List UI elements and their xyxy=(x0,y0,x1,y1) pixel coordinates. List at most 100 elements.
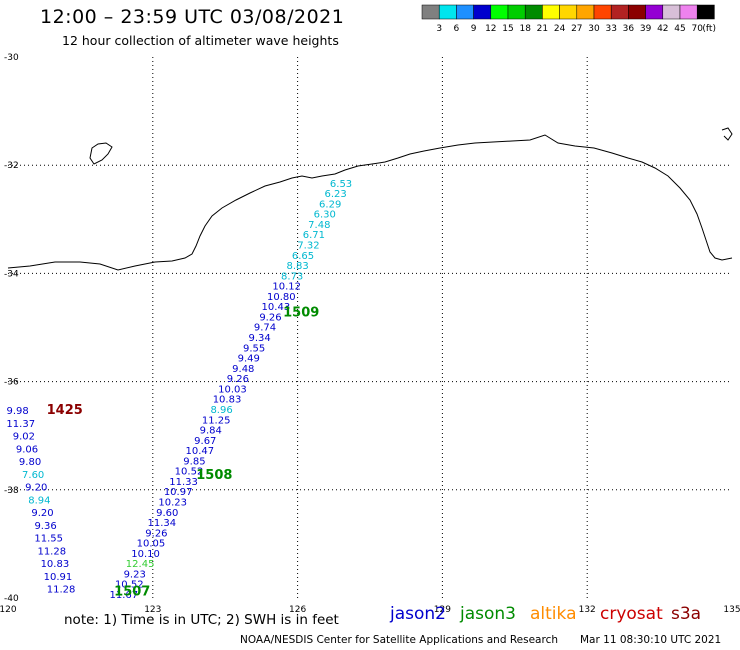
x-tick-label: 126 xyxy=(289,605,306,615)
wave-height-label: 9.23 xyxy=(124,569,146,580)
x-tick-label: 135 xyxy=(723,605,740,615)
wave-height-label: 10.83 xyxy=(41,559,70,570)
wave-height-label: 9.55 xyxy=(243,343,265,354)
wave-height-label: 9.85 xyxy=(183,456,205,467)
colorbar-label: 33 xyxy=(605,24,616,34)
wave-height-label: 6.29 xyxy=(319,199,341,210)
wave-height-label: 6.30 xyxy=(314,210,336,221)
wave-height-label: 9.36 xyxy=(34,521,56,532)
wave-height-label: 9.06 xyxy=(16,444,38,455)
wave-height-label: 6.53 xyxy=(330,179,352,190)
axis-ticks: 120 123 126 129 132 135 -30 -32 -34 -36 -38 -40 xyxy=(0,53,740,615)
wave-height-label: 10.03 xyxy=(218,384,247,395)
wave-height-label: 9.49 xyxy=(238,354,260,365)
y-tick-label: -30 xyxy=(4,53,19,63)
wave-height-label: 11.28 xyxy=(47,585,76,596)
wave-height-label: 8.83 xyxy=(286,261,308,272)
wave-height-label: 10.10 xyxy=(131,549,160,560)
wave-height-label: 12.45 xyxy=(126,559,155,570)
colorbar-label: 9 xyxy=(471,24,477,34)
wave-height-label: 9.20 xyxy=(31,508,53,519)
wave-height-label: 11.34 xyxy=(148,518,177,529)
colorbar-unit: (ft) xyxy=(702,24,716,34)
wave-height-label: 10.47 xyxy=(186,446,215,457)
y-tick-label: -40 xyxy=(4,594,19,604)
y-tick-label: -34 xyxy=(4,269,19,279)
wave-height-label: 11.28 xyxy=(37,546,66,557)
wave-height-label: 9.34 xyxy=(248,333,270,344)
wave-height-label: 9.48 xyxy=(232,364,254,375)
wave-height-label: 10.97 xyxy=(164,487,193,498)
wave-height-label: 9.80 xyxy=(19,457,41,468)
colorbar-label: 18 xyxy=(519,24,531,34)
wave-height-label: 9.84 xyxy=(200,426,222,437)
wave-height-label: 9.26 xyxy=(145,528,167,539)
wave-height-label: 10.12 xyxy=(272,282,301,293)
wave-height-label: 7.60 xyxy=(22,470,44,481)
colorbar-label: 21 xyxy=(537,24,548,34)
wave-height-label: 10.52 xyxy=(115,580,144,591)
wave-height-label: 11.55 xyxy=(34,534,63,545)
pass-time-label: 1507 xyxy=(114,584,150,599)
wave-height-label: 8.96 xyxy=(210,405,232,416)
colorbar-label: 3 xyxy=(436,24,442,34)
wave-height-label: 8.73 xyxy=(281,271,303,282)
credit-text: NOAA/NESDIS Center for Satellite Applica… xyxy=(240,634,558,646)
wave-height-label: 9.26 xyxy=(227,374,249,385)
generated-timestamp: Mar 11 08:30:10 UTC 2021 xyxy=(580,634,722,646)
wave-height-label: 11.33 xyxy=(169,477,198,488)
colorbar-label: 24 xyxy=(554,24,566,34)
colorbar-label: 15 xyxy=(502,24,513,34)
legend-item-altika: altika xyxy=(530,604,577,624)
colorbar: 3 6 9 12 15 18 21 24 27 30 33 36 39 42 45 70 (ft) xyxy=(421,4,716,34)
wave-height-label: 9.20 xyxy=(25,483,47,494)
y-tick-label: -32 xyxy=(4,161,19,171)
colorbar-label: 30 xyxy=(588,24,600,34)
footer-note: note: 1) Time is in UTC; 2) SWH is in fe… xyxy=(64,612,339,628)
altimeter-tracks: 6.536.236.296.307.486.717.326.658.838.73… xyxy=(6,179,352,601)
x-tick-label: 132 xyxy=(579,605,596,615)
colorbar-label: 27 xyxy=(571,24,582,34)
pass-time-label: 1508 xyxy=(196,468,232,483)
wave-height-label: 10.05 xyxy=(137,539,166,550)
y-tick-label: -38 xyxy=(4,486,19,496)
legend-item-cryosat: cryosat xyxy=(600,604,663,624)
wave-height-label: 10.83 xyxy=(213,395,242,406)
wave-height-label: 10.80 xyxy=(267,292,296,303)
coastline xyxy=(7,134,733,271)
wave-height-label: 6.65 xyxy=(292,251,314,262)
colorbar-label: 6 xyxy=(454,24,460,34)
wave-height-label: 9.67 xyxy=(194,436,216,447)
colorbar-label: 70 xyxy=(691,24,703,34)
east-coast-fragment xyxy=(721,127,733,141)
x-tick-label: 123 xyxy=(144,605,161,615)
pass-time-label: 1425 xyxy=(47,403,83,418)
colorbar-label: 39 xyxy=(640,24,652,34)
legend-item-jason3: jason3 xyxy=(460,604,516,624)
y-tick-label: -36 xyxy=(4,378,19,388)
wave-height-label: 7.48 xyxy=(308,220,330,231)
pass-time-label: 1509 xyxy=(283,306,319,321)
wave-height-label: 11.37 xyxy=(6,419,35,430)
wave-height-label: 6.23 xyxy=(324,189,346,200)
wave-height-label: 10.52 xyxy=(175,467,204,478)
x-tick-label: 120 xyxy=(0,605,17,615)
wave-height-label: 8.94 xyxy=(28,495,50,506)
wave-height-label: 10.91 xyxy=(44,572,73,583)
wave-height-label: 9.74 xyxy=(254,323,276,334)
wave-height-label: 11.67 xyxy=(110,590,139,601)
wave-height-label: 9.02 xyxy=(13,432,35,443)
colorbar-swatch xyxy=(696,4,715,20)
colorbar-label: 42 xyxy=(657,24,668,34)
legend-item-s3a: s3a xyxy=(671,604,702,624)
wave-height-label: 10.43 xyxy=(262,302,291,313)
wave-height-label: 7.32 xyxy=(297,241,319,252)
wave-height-label: 10.23 xyxy=(158,497,187,508)
wave-height-label: 11.25 xyxy=(202,415,231,426)
legend-item-jason2: jason2 xyxy=(390,604,446,624)
colorbar-label: 45 xyxy=(674,24,685,34)
island-coastline xyxy=(89,142,113,165)
colorbar-label: 36 xyxy=(623,24,635,34)
grid-lines xyxy=(8,57,732,598)
